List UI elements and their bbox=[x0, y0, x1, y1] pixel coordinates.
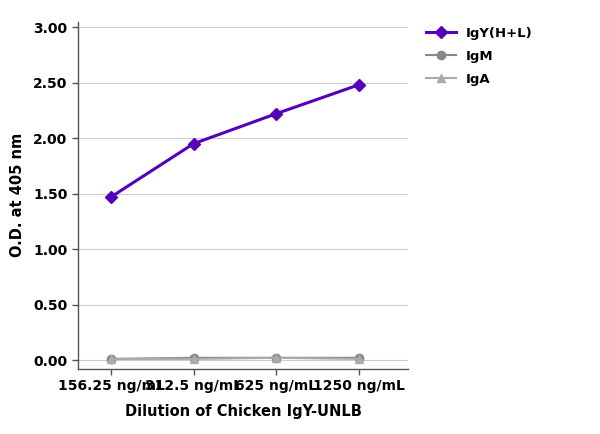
X-axis label: Dilution of Chicken IgY-UNLB: Dilution of Chicken IgY-UNLB bbox=[125, 404, 361, 419]
Line: IgM: IgM bbox=[107, 354, 362, 363]
Line: IgA: IgA bbox=[107, 354, 362, 363]
Line: IgY(H+L): IgY(H+L) bbox=[107, 81, 362, 201]
IgY(H+L) bbox=[355, 82, 362, 88]
Legend: IgY(H+L), IgM, IgA: IgY(H+L), IgM, IgA bbox=[421, 22, 538, 91]
IgA bbox=[355, 356, 362, 362]
IgA bbox=[107, 356, 115, 362]
IgA bbox=[190, 356, 197, 362]
IgY(H+L) bbox=[190, 141, 197, 146]
IgY(H+L) bbox=[272, 111, 280, 116]
Y-axis label: O.D. at 405 nm: O.D. at 405 nm bbox=[10, 133, 25, 257]
IgM bbox=[107, 356, 115, 362]
IgM bbox=[355, 355, 362, 360]
IgY(H+L) bbox=[107, 194, 115, 200]
IgM bbox=[272, 355, 280, 360]
IgM bbox=[190, 355, 197, 360]
IgA bbox=[272, 355, 280, 360]
